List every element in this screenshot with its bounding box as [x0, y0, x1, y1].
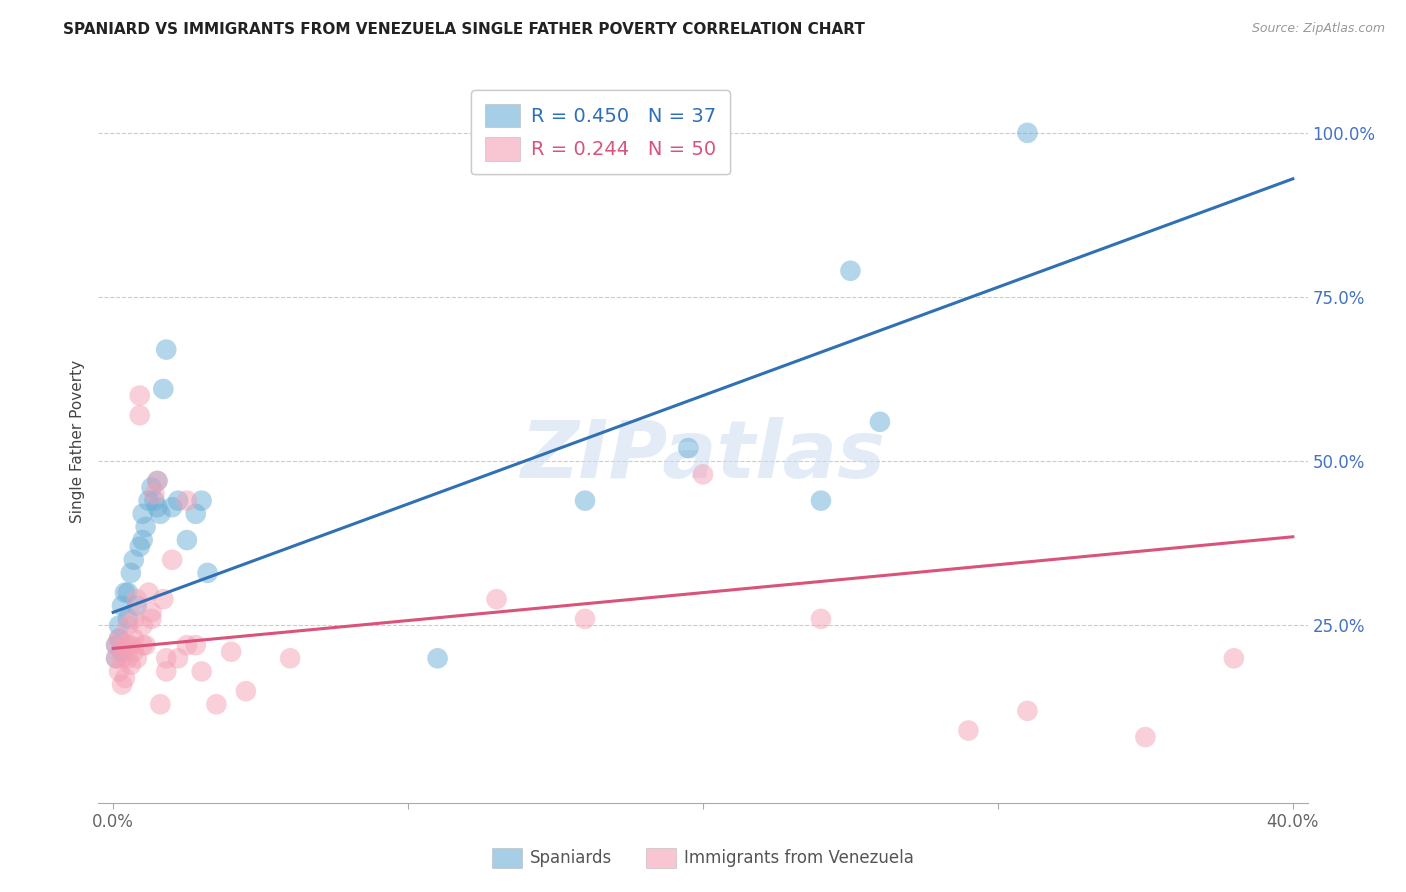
Legend: Spaniards, Immigrants from Venezuela: Spaniards, Immigrants from Venezuela: [485, 841, 921, 875]
Point: [219, 645, 242, 659]
Point: [141, 605, 163, 619]
Point: [155, 343, 177, 357]
Point: [167, 651, 190, 665]
Point: [138, 585, 160, 599]
Point: [141, 612, 163, 626]
Point: [122, 645, 145, 659]
Point: [810, 612, 832, 626]
Point: [160, 553, 183, 567]
Point: [149, 507, 172, 521]
Point: [111, 645, 134, 659]
Point: [108, 665, 131, 679]
Point: [138, 493, 160, 508]
Legend: R = 0.450   N = 37, R = 0.244   N = 50: R = 0.450 N = 37, R = 0.244 N = 50: [471, 90, 730, 175]
Point: [108, 632, 131, 646]
Point: [1135, 730, 1157, 744]
Point: [167, 493, 190, 508]
Point: [176, 533, 198, 547]
Point: [190, 665, 212, 679]
Point: [131, 507, 153, 521]
Point: [117, 585, 139, 599]
Point: [114, 585, 136, 599]
Point: [155, 665, 177, 679]
Point: [128, 540, 150, 554]
Point: [184, 507, 207, 521]
Point: [108, 618, 131, 632]
Point: [120, 566, 142, 580]
Point: [146, 500, 169, 515]
Point: [108, 632, 131, 646]
Point: [111, 677, 134, 691]
Point: [426, 651, 449, 665]
Point: [122, 553, 145, 567]
Point: [205, 698, 228, 712]
Point: [176, 493, 198, 508]
Point: [120, 657, 142, 672]
Point: [160, 500, 183, 515]
Point: [125, 592, 148, 607]
Y-axis label: Single Father Poverty: Single Father Poverty: [70, 360, 86, 523]
Point: [131, 618, 153, 632]
Point: [105, 651, 128, 665]
Point: [117, 612, 139, 626]
Point: [143, 493, 166, 508]
Point: [869, 415, 891, 429]
Point: [235, 684, 257, 698]
Point: [122, 612, 145, 626]
Point: [143, 487, 166, 501]
Text: ZIPatlas: ZIPatlas: [520, 417, 886, 495]
Point: [190, 493, 212, 508]
Text: SPANIARD VS IMMIGRANTS FROM VENEZUELA SINGLE FATHER POVERTY CORRELATION CHART: SPANIARD VS IMMIGRANTS FROM VENEZUELA SI…: [63, 22, 865, 37]
Point: [574, 612, 596, 626]
Point: [278, 651, 301, 665]
Point: [114, 671, 136, 685]
Point: [125, 651, 148, 665]
Point: [117, 618, 139, 632]
Point: [117, 651, 139, 665]
Point: [1017, 704, 1039, 718]
Point: [1223, 651, 1246, 665]
Point: [146, 474, 169, 488]
Point: [131, 533, 153, 547]
Point: [105, 638, 128, 652]
Point: [152, 592, 174, 607]
Point: [135, 520, 157, 534]
Point: [485, 592, 508, 607]
Point: [184, 638, 207, 652]
Point: [176, 638, 198, 652]
Point: [105, 638, 128, 652]
Point: [155, 651, 177, 665]
Point: [120, 638, 142, 652]
Point: [117, 638, 139, 652]
Point: [111, 651, 134, 665]
Point: [810, 493, 832, 508]
Point: [141, 481, 163, 495]
Point: [839, 264, 862, 278]
Point: [114, 638, 136, 652]
Point: [1017, 126, 1039, 140]
Point: [957, 723, 980, 738]
Point: [152, 382, 174, 396]
Point: [131, 638, 153, 652]
Point: [574, 493, 596, 508]
Point: [197, 566, 219, 580]
Point: [678, 441, 700, 455]
Point: [149, 698, 172, 712]
Point: [692, 467, 714, 482]
Point: [146, 474, 169, 488]
Point: [111, 599, 134, 613]
Point: [128, 388, 150, 402]
Point: [105, 651, 128, 665]
Point: [125, 599, 148, 613]
Text: Source: ZipAtlas.com: Source: ZipAtlas.com: [1251, 22, 1385, 36]
Point: [135, 638, 157, 652]
Point: [128, 409, 150, 423]
Point: [122, 632, 145, 646]
